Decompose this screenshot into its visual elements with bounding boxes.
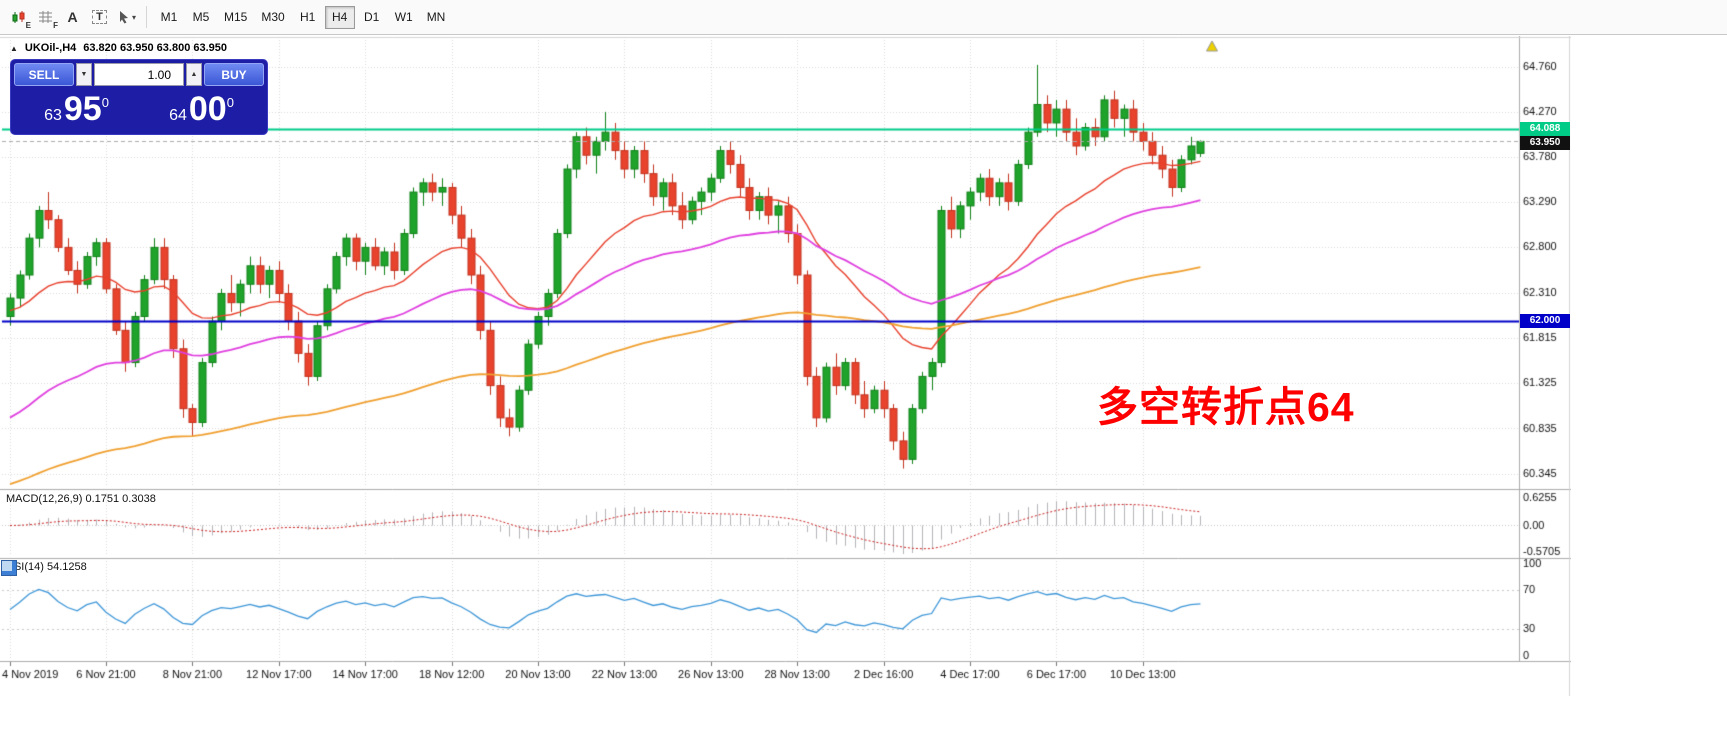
letter-a-icon: A — [67, 9, 78, 25]
timeframe-h1-button[interactable]: H1 — [293, 6, 323, 29]
chart-title: ▲ UKOil-,H4 63.820 63.950 63.800 63.950 — [10, 42, 227, 54]
one-click-trading-panel: SELL ▼ ▲ BUY 63 95 0 64 00 0 — [10, 59, 268, 135]
textbox-tool-button[interactable]: T — [86, 5, 113, 30]
timeframe-d1-button[interactable]: D1 — [357, 6, 387, 29]
tool-badge: E — [25, 20, 31, 30]
price-tag-support: 62.000 — [1520, 314, 1570, 328]
bid-pips: 95 — [63, 90, 102, 128]
tool-badge: F — [53, 20, 58, 30]
chart-canvas[interactable] — [0, 36, 1571, 696]
cursor-tool-button[interactable]: ▾ — [113, 5, 140, 30]
buy-button[interactable]: BUY — [204, 63, 264, 86]
ask-point: 0 — [226, 95, 234, 110]
ask-pips: 00 — [188, 90, 227, 128]
text-tool-button[interactable]: A — [59, 5, 86, 30]
timeframe-m15-button[interactable]: M15 — [218, 6, 253, 29]
rsi-label: RSI(14) 54.1258 — [6, 561, 87, 573]
boxed-t-icon: T — [92, 10, 107, 24]
price-tag-resistance: 64.088 — [1520, 122, 1570, 136]
timeframe-m1-button[interactable]: M1 — [154, 6, 184, 29]
timeframe-mn-button[interactable]: MN — [421, 6, 452, 29]
timeframe-m5-button[interactable]: M5 — [186, 6, 216, 29]
chart-symbol-timeframe: UKOil-,H4 — [24, 42, 77, 54]
chevron-down-icon: ▾ — [131, 12, 136, 22]
timeframe-h4-button[interactable]: H4 — [324, 5, 355, 29]
panel-grip-icon — [1, 560, 17, 576]
bid-point: 0 — [101, 95, 109, 110]
cursor-icon — [119, 11, 128, 24]
timeframe-m30-button[interactable]: M30 — [255, 6, 290, 29]
grid-tool-button[interactable]: F — [32, 5, 59, 30]
volume-up-button[interactable]: ▲ — [186, 63, 202, 86]
chart-annotation[interactable]: 多空转折点64 — [1097, 384, 1355, 430]
ask-whole: 64 — [169, 107, 187, 124]
chart-marker-icon: ▲ — [10, 43, 18, 53]
toolbar: E F A T ▾ M1 M5 M15 M30 H1 H4 D1 W1 MN — [0, 0, 1727, 35]
chart-style-button[interactable]: E — [5, 5, 32, 30]
chart-ohlc-values: 63.820 63.950 63.800 63.950 — [83, 42, 228, 54]
bid-price: 63 95 0 — [14, 86, 139, 131]
ask-price: 64 00 0 — [139, 86, 264, 131]
volume-input[interactable] — [94, 63, 184, 86]
toolbar-separator — [146, 6, 147, 28]
volume-down-button[interactable]: ▼ — [76, 63, 92, 86]
macd-label: MACD(12,26,9) 0.1751 0.3038 — [6, 493, 156, 505]
bid-whole: 63 — [44, 107, 62, 124]
candlestick-icon — [12, 10, 24, 23]
timeframe-w1-button[interactable]: W1 — [389, 6, 419, 29]
grid-icon — [39, 11, 52, 23]
price-tag-current: 63.950 — [1520, 136, 1570, 150]
sell-button[interactable]: SELL — [14, 63, 74, 86]
